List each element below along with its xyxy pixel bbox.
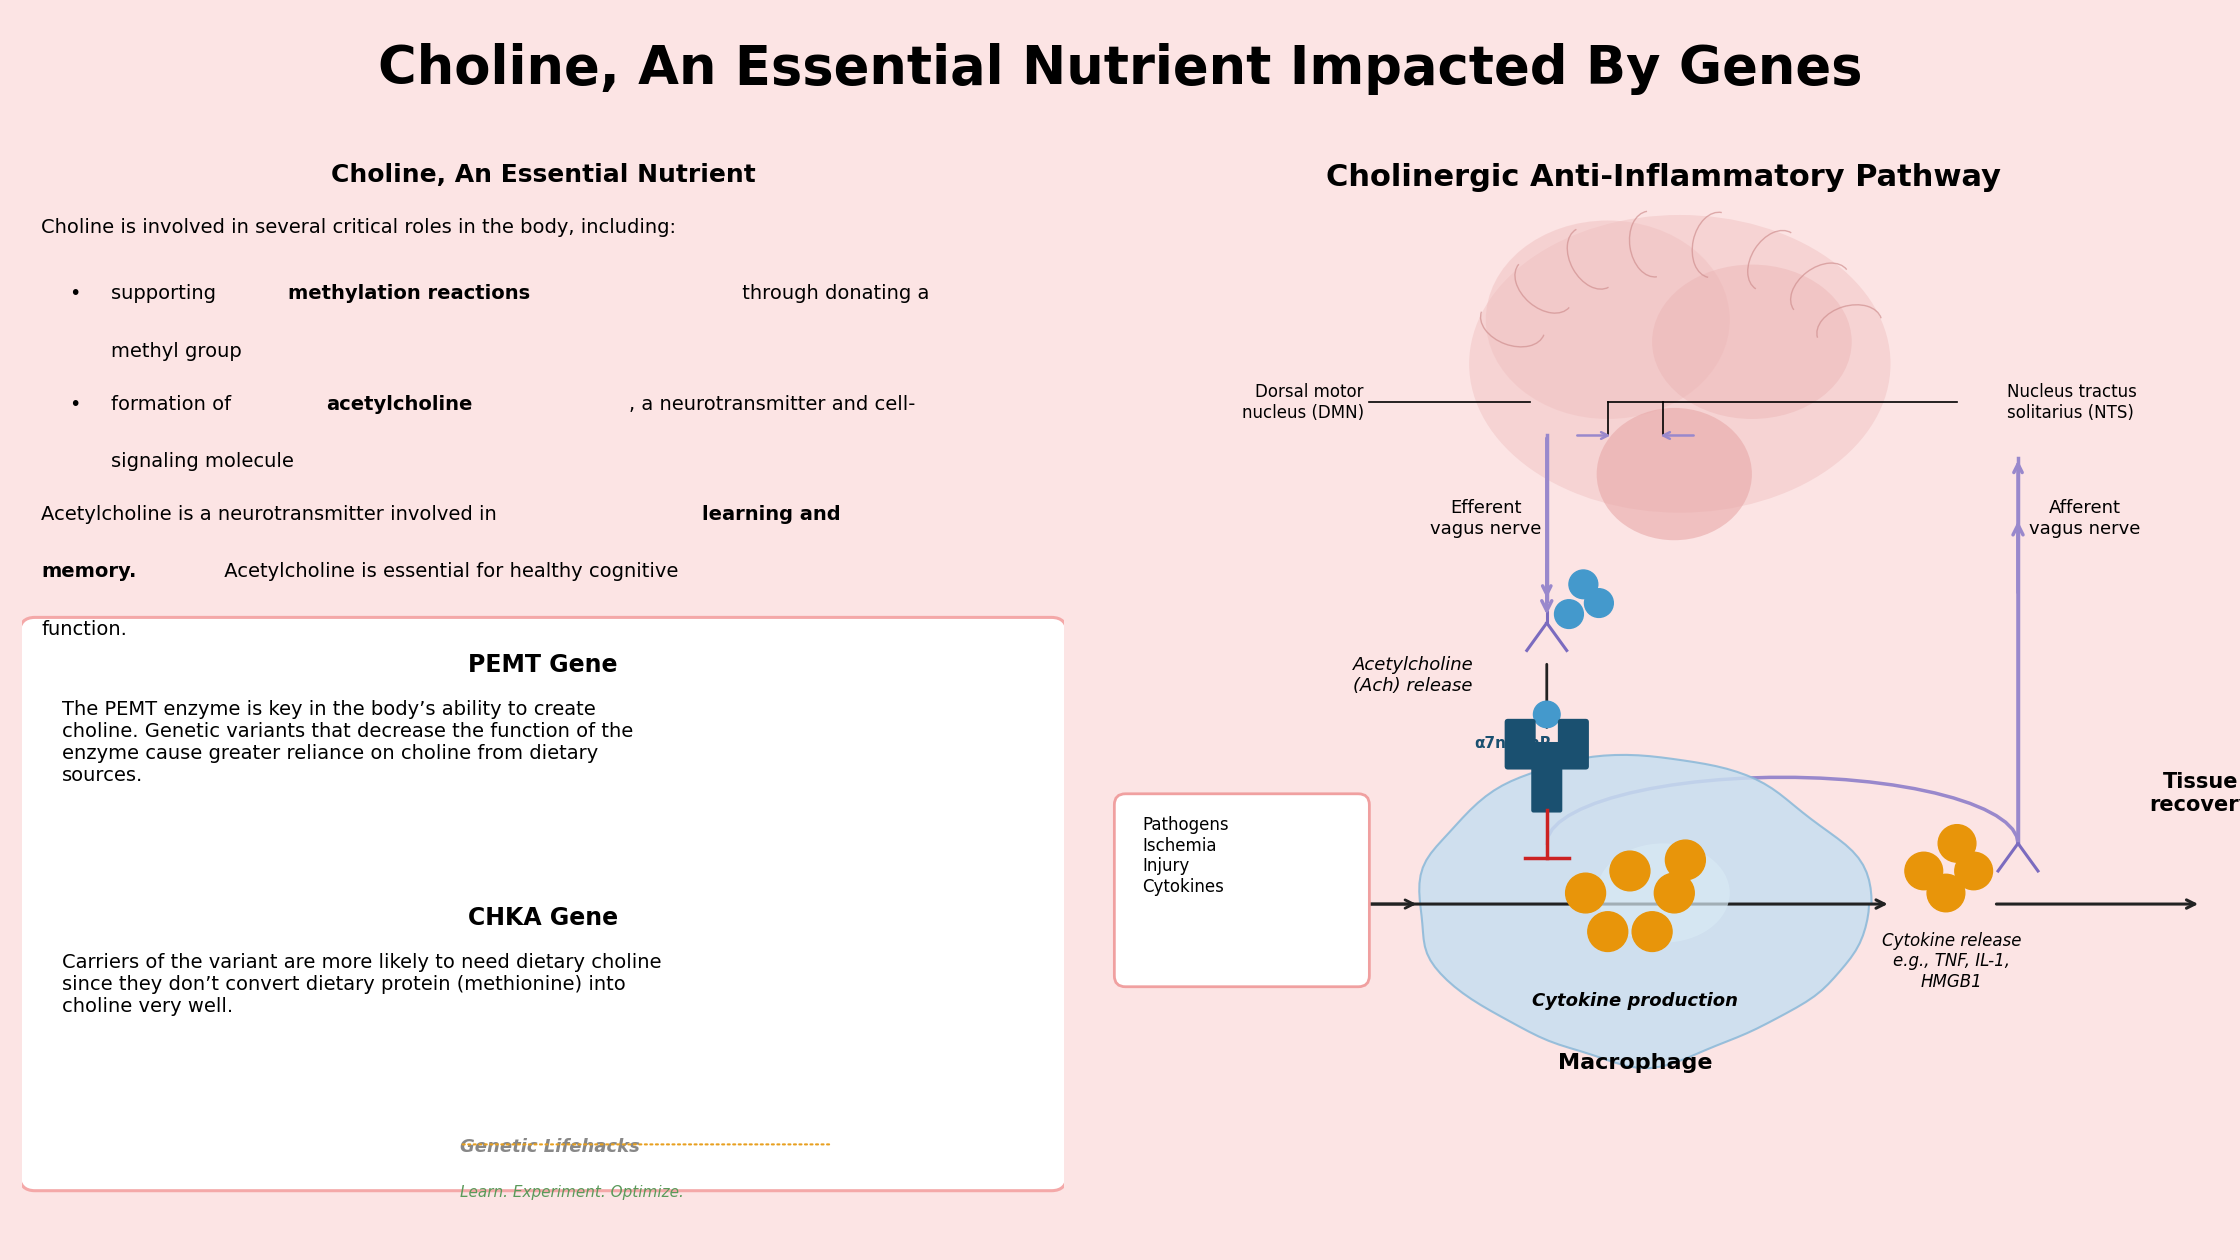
Text: Cholinergic Anti-Inflammatory Pathway: Cholinergic Anti-Inflammatory Pathway	[1326, 163, 2000, 193]
Circle shape	[1611, 852, 1651, 891]
FancyBboxPatch shape	[20, 617, 1066, 1191]
Circle shape	[1904, 852, 1942, 890]
Circle shape	[1588, 912, 1628, 951]
Text: Choline is involved in several critical roles in the body, including:: Choline is involved in several critical …	[40, 218, 676, 237]
Text: methylation reactions: methylation reactions	[289, 285, 531, 304]
Text: , a neurotransmitter and cell-: , a neurotransmitter and cell-	[629, 394, 914, 413]
Text: Carriers of the variant are more likely to need dietary choline
since they don’t: Carriers of the variant are more likely …	[63, 953, 661, 1016]
Text: •: •	[69, 394, 81, 413]
Text: Acetylcholine is essential for healthy cognitive: Acetylcholine is essential for healthy c…	[217, 562, 679, 581]
Circle shape	[1584, 588, 1613, 617]
Text: Afferent
vagus nerve: Afferent vagus nerve	[2029, 499, 2139, 538]
Ellipse shape	[1653, 265, 1852, 418]
Text: Cytokine release
e.g., TNF, IL-1,
HMGB1: Cytokine release e.g., TNF, IL-1, HMGB1	[1882, 931, 2020, 992]
Circle shape	[1566, 873, 1606, 912]
Text: Nucleus tractus
solitarius (NTS): Nucleus tractus solitarius (NTS)	[2007, 383, 2137, 422]
Circle shape	[1956, 852, 1994, 890]
Ellipse shape	[1469, 215, 1891, 513]
Text: memory.: memory.	[40, 562, 137, 581]
Text: learning and: learning and	[701, 505, 840, 524]
Text: formation of: formation of	[112, 394, 237, 413]
Text: Genetic Lifehacks: Genetic Lifehacks	[459, 1138, 641, 1155]
Text: Choline, An Essential Nutrient Impacted By Genes: Choline, An Essential Nutrient Impacted …	[379, 43, 1861, 94]
Text: α7nAChR: α7nAChR	[1474, 736, 1552, 751]
Circle shape	[1655, 873, 1693, 912]
Circle shape	[1534, 701, 1559, 727]
Circle shape	[1568, 570, 1597, 598]
Circle shape	[1555, 600, 1584, 629]
Text: Learn. Experiment. Optimize.: Learn. Experiment. Optimize.	[459, 1186, 683, 1201]
Ellipse shape	[1485, 220, 1729, 418]
Text: Pathogens
Ischemia
Injury
Cytokines: Pathogens Ischemia Injury Cytokines	[1142, 816, 1230, 896]
Circle shape	[1926, 874, 1964, 912]
Text: function.: function.	[40, 620, 128, 639]
Text: signaling molecule: signaling molecule	[112, 452, 293, 471]
Polygon shape	[1420, 755, 1873, 1068]
Text: CHKA Gene: CHKA Gene	[468, 906, 618, 930]
Ellipse shape	[1597, 843, 1729, 942]
Text: supporting: supporting	[112, 285, 222, 304]
Text: Efferent
vagus nerve: Efferent vagus nerve	[1429, 499, 1541, 538]
Text: acetylcholine: acetylcholine	[327, 394, 473, 413]
Text: Cytokine production: Cytokine production	[1532, 993, 1738, 1011]
Text: Dorsal motor
nucleus (DMN): Dorsal motor nucleus (DMN)	[1241, 383, 1364, 422]
Text: Choline, An Essential Nutrient: Choline, An Essential Nutrient	[332, 163, 755, 188]
Text: through donating a: through donating a	[737, 285, 930, 304]
FancyBboxPatch shape	[1532, 742, 1561, 813]
Text: Acetylcholine
(Ach) release: Acetylcholine (Ach) release	[1353, 656, 1474, 694]
Circle shape	[1664, 840, 1705, 879]
Text: Macrophage: Macrophage	[1559, 1053, 1714, 1072]
Circle shape	[1633, 912, 1671, 951]
Circle shape	[1938, 825, 1976, 862]
Ellipse shape	[1597, 408, 1752, 541]
FancyBboxPatch shape	[1113, 794, 1369, 987]
Text: Tissue
recovery: Tissue recovery	[2150, 772, 2240, 815]
FancyBboxPatch shape	[1505, 718, 1537, 770]
Text: methyl group: methyl group	[112, 341, 242, 360]
FancyBboxPatch shape	[1557, 718, 1588, 770]
Text: PEMT Gene: PEMT Gene	[468, 653, 618, 677]
Text: Acetylcholine is a neurotransmitter involved in: Acetylcholine is a neurotransmitter invo…	[40, 505, 504, 524]
Text: •: •	[69, 285, 81, 304]
Text: The PEMT enzyme is key in the body’s ability to create
choline. Genetic variants: The PEMT enzyme is key in the body’s abi…	[63, 701, 634, 785]
